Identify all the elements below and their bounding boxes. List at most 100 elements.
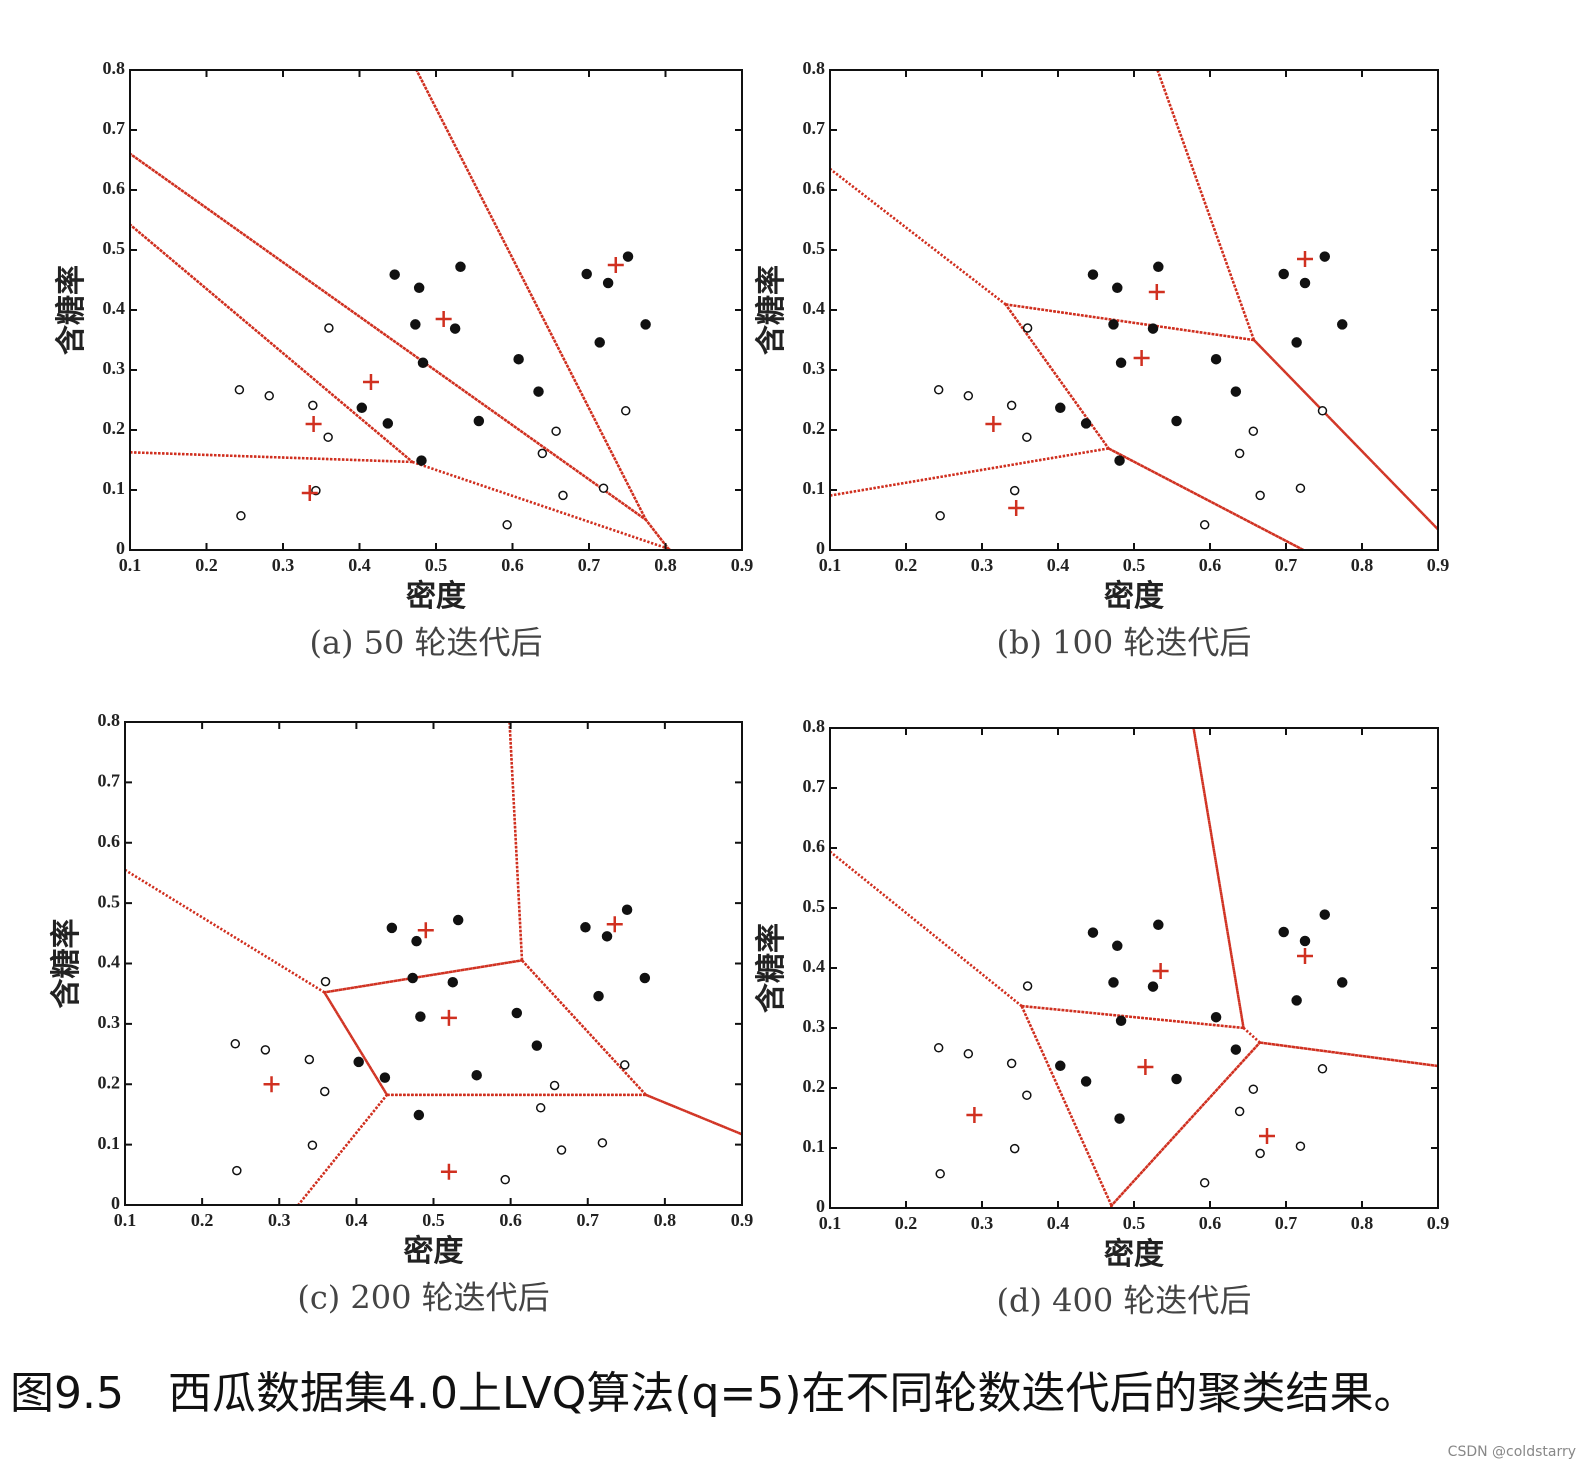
- x-tick-label: 0.6: [1199, 1213, 1222, 1233]
- boundary: [297, 1094, 388, 1206]
- prototype: [263, 1076, 280, 1093]
- point-filled: [1080, 418, 1092, 429]
- x-tick-label: 0.8: [1351, 555, 1374, 575]
- point-filled: [1336, 977, 1348, 988]
- x-tick-label: 0.5: [1123, 1213, 1146, 1233]
- point-filled: [1171, 415, 1182, 427]
- point-filled: [1087, 927, 1099, 938]
- point-filled: [533, 386, 544, 397]
- point-open: [264, 391, 274, 401]
- point-filled: [1319, 909, 1331, 920]
- point-open: [1317, 1064, 1328, 1074]
- point-filled: [415, 1011, 426, 1022]
- x-axis-label: 密度: [406, 579, 466, 614]
- point-filled: [1147, 981, 1159, 992]
- point-filled: [513, 353, 524, 365]
- x-tick-label: 0.9: [1427, 1213, 1450, 1233]
- point-filled: [1336, 319, 1348, 330]
- point-open: [933, 385, 944, 395]
- y-tick-label: 0.5: [98, 891, 121, 911]
- point-filled: [413, 282, 425, 294]
- boundary: [1005, 303, 1255, 342]
- x-tick-label: 0.5: [422, 1210, 445, 1230]
- point-open: [230, 1039, 241, 1049]
- x-tick-label: 0.9: [1427, 555, 1450, 575]
- point-filled: [411, 935, 422, 947]
- boundary: [1192, 727, 1245, 1029]
- prototype: [440, 1163, 457, 1180]
- point-filled: [1230, 386, 1242, 397]
- plot-frame: [124, 721, 743, 1206]
- point-filled: [1210, 353, 1222, 365]
- point-open: [620, 406, 631, 416]
- x-tick-label: 0.7: [578, 555, 601, 575]
- x-tick-label: 0.7: [577, 1210, 600, 1230]
- point-open: [307, 1140, 318, 1150]
- y-tick-label: 0.8: [803, 716, 826, 736]
- watermark: CSDN @coldstarry: [1448, 1444, 1576, 1460]
- x-axis-label: 密度: [1104, 579, 1164, 614]
- x-tick-label: 0.7: [1275, 1213, 1298, 1233]
- point-filled: [389, 269, 400, 280]
- y-tick-label: 0: [116, 538, 125, 558]
- y-tick-label: 0.1: [803, 1136, 826, 1156]
- x-tick-label: 0.8: [654, 1210, 677, 1230]
- y-tick-label: 0.7: [803, 118, 826, 138]
- point-open: [308, 400, 318, 411]
- x-tick-label: 0.6: [501, 555, 524, 575]
- boundary: [129, 223, 414, 463]
- point-filled: [601, 931, 613, 942]
- point-open: [320, 1086, 330, 1097]
- boundary: [1259, 1041, 1439, 1068]
- panel: 0.1 0.2 0.3 0.4 0.5 0.6 0.7 0.8 0.900.10.20.30.4…: [49, 710, 753, 1316]
- boundary: [1156, 69, 1256, 341]
- x-tick-label: 0.7: [1275, 555, 1298, 575]
- point-open: [620, 1060, 630, 1070]
- boundary: [1242, 1027, 1261, 1044]
- y-tick-label: 0.6: [803, 178, 826, 198]
- prototype: [985, 416, 1002, 432]
- point-filled: [1112, 282, 1123, 294]
- x-tick-label: 0.6: [1199, 555, 1222, 575]
- x-tick-label: 0.8: [654, 555, 677, 575]
- point-filled: [1299, 277, 1311, 289]
- prototype: [1297, 251, 1313, 267]
- point-open: [1248, 426, 1259, 436]
- point-open: [304, 1054, 315, 1065]
- point-filled: [511, 1007, 523, 1019]
- point-open: [232, 1165, 242, 1176]
- point-open: [549, 1080, 560, 1091]
- x-tick-label: 0.3: [971, 1213, 994, 1233]
- point-filled: [382, 418, 394, 429]
- point-filled: [1114, 455, 1125, 466]
- point-filled: [1291, 995, 1302, 1006]
- boundary: [324, 959, 523, 994]
- prototype: [606, 916, 623, 933]
- point-filled: [1108, 977, 1119, 988]
- y-tick-label: 0.5: [103, 238, 126, 258]
- y-tick-label: 0.6: [98, 831, 121, 851]
- x-tick-label: 0.3: [268, 1210, 291, 1230]
- x-tick-label: 0.2: [895, 555, 918, 575]
- boundary: [124, 868, 326, 994]
- point-open: [324, 323, 334, 333]
- point-filled: [622, 251, 634, 262]
- prototype: [1152, 963, 1169, 979]
- boundary: [412, 460, 669, 550]
- point-open: [551, 426, 561, 436]
- point-open: [963, 1049, 974, 1059]
- plot-frame: [829, 69, 1439, 551]
- point-open: [500, 1174, 510, 1185]
- y-tick-label: 0.3: [803, 1016, 826, 1036]
- x-tick-label: 0.3: [272, 555, 295, 575]
- y-tick-label: 0.3: [103, 358, 126, 378]
- boundary: [829, 167, 1007, 306]
- y-tick-label: 0.1: [103, 478, 126, 498]
- boundary: [129, 451, 413, 464]
- y-tick-label: 0.4: [803, 298, 826, 318]
- y-tick-label: 0.5: [803, 896, 826, 916]
- x-tick-label: 0.4: [1047, 1213, 1070, 1233]
- x-tick-label: 0.8: [1351, 1213, 1374, 1233]
- y-tick-label: 0.2: [803, 418, 826, 438]
- y-tick-label: 0.4: [98, 952, 121, 972]
